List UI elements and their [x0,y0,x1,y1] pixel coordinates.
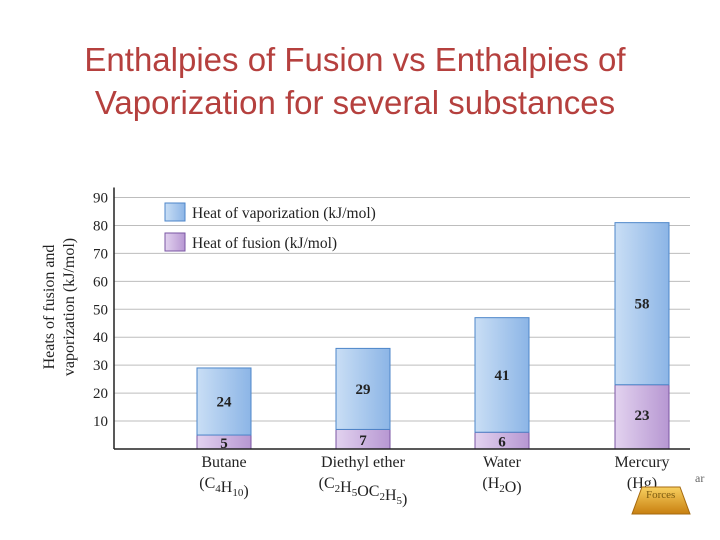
y-axis-title-line1: Heats of fusion and [41,245,58,370]
y-tick-label: 70 [93,246,108,262]
x-category-label: Diethyl ether [321,454,406,471]
bar-vaporization [614,222,670,386]
legend-item-vaporization-swatch [164,202,186,222]
y-tick-label: 50 [93,302,108,318]
x-category-label: Butane [201,454,246,471]
x-category-formula: (H2O) [482,475,521,496]
y-axis-title-line2: vaporization (kJ/mol) [61,238,78,376]
footer-icon-label: Forces [646,489,676,501]
x-category-label: Water [483,454,521,471]
y-tick-label: 60 [93,274,108,290]
y-tick-label: 40 [93,330,108,346]
y-tick-label: 80 [93,218,108,234]
footer-fragment: ar [695,471,705,485]
grid-layer [114,197,690,422]
y-tick-label: 10 [93,414,108,430]
y-tick-label: 20 [93,386,108,402]
data-label-fusion: 5 [220,436,228,452]
data-label-vaporization: 41 [495,368,510,384]
legend: Heat of vaporization (kJ/mol) Heat of fus… [164,202,376,252]
data-label-fusion: 7 [359,433,367,449]
legend-item-fusion-swatch [164,232,186,252]
legend-item-vaporization-label: Heat of vaporization (kJ/mol) [192,205,376,222]
label-layer: 10 20 30 40 50 60 70 80 90 5 24 Butane (C4H10) 7 29 Die… [93,191,670,509]
bar-layer [196,222,670,450]
axis-layer [113,187,690,450]
slide-title-line1: Enthalpies of Fusion vs Enthalpies of [84,41,626,78]
y-tick-label: 90 [93,191,108,207]
data-label-fusion: 6 [498,435,506,451]
bar-vaporization [196,367,252,436]
data-label-vaporization: 29 [356,382,371,398]
bar-vaporization [474,317,530,433]
data-label-vaporization: 24 [217,394,233,410]
x-category-label: Mercury [614,454,669,471]
y-tick-label: 30 [93,358,108,374]
y-axis-title: Heats of fusion and vaporization (kJ/mol) [41,238,78,376]
x-category-formula: (C2H5OC2H5) [319,475,408,508]
bar-vaporization [335,347,391,430]
data-label-vaporization: 58 [635,297,650,313]
slide-title-line2: Vaporization for several substances [94,84,616,121]
slide-title: Enthalpies of Fusion vs Enthalpies of Va… [30,38,680,124]
nav-button-icon[interactable] [631,486,691,515]
x-category-formula: (C4H10) [199,475,248,500]
data-label-fusion: 23 [635,408,650,424]
legend-item-fusion-label: Heat of fusion (kJ/mol) [192,235,337,252]
